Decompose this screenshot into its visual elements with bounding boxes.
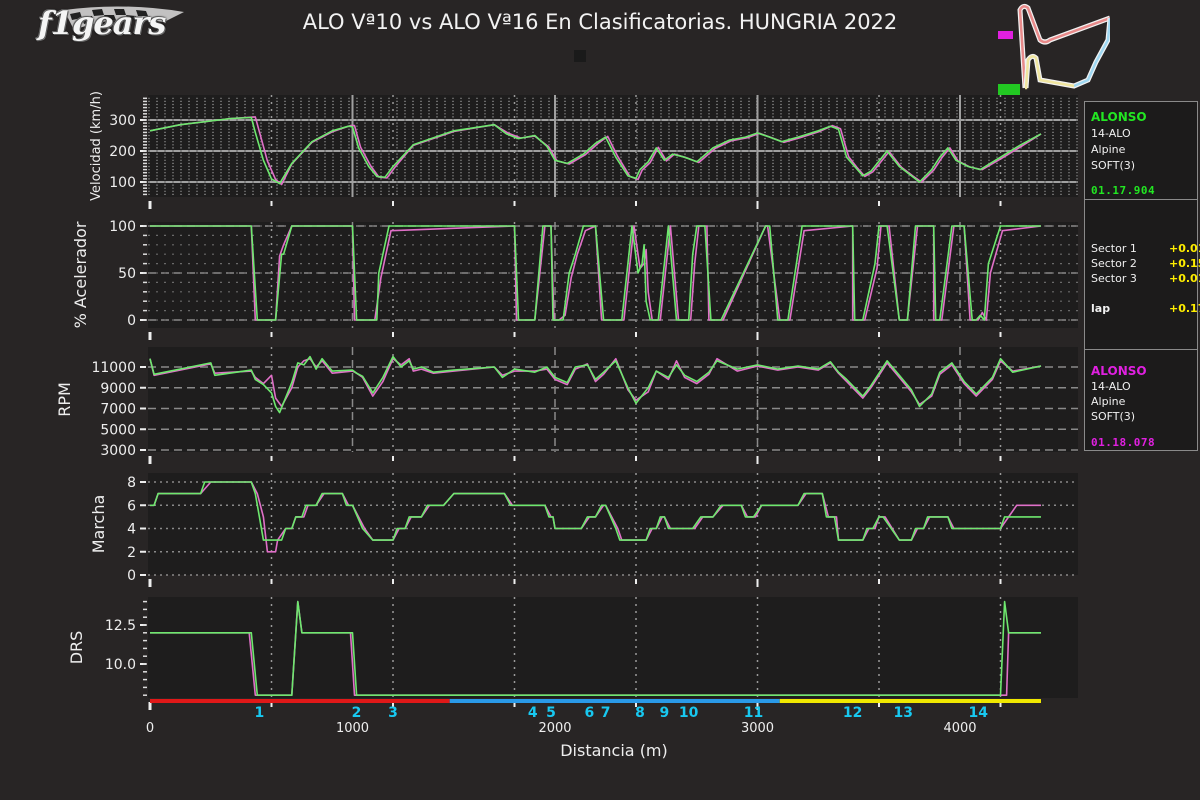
sector-1-label: Sector 1 [1091, 242, 1137, 255]
turn-label: 14 [968, 705, 988, 721]
driver-a-team: Alpine [1091, 143, 1126, 156]
y-axis-label: DRS [67, 631, 86, 665]
y-axis-label: % Acelerador [71, 221, 90, 328]
y-tick-label: 300 [109, 113, 136, 129]
y-tick-label: 10.0 [105, 657, 136, 673]
series-lap-a [150, 600, 1041, 697]
driver-b-code: 14-ALO [1091, 380, 1131, 393]
y-tick-label: 9000 [100, 381, 136, 397]
y-tick-label: 50 [118, 266, 136, 282]
driver-a-card: ALONSO 14-ALO Alpine SOFT(3) 01.17.904 [1084, 101, 1198, 201]
y-tick-label: 11000 [91, 360, 136, 376]
x-tick-label: 3000 [741, 721, 774, 736]
series-lap-a [149, 355, 1042, 414]
y-tick-label: 12.5 [105, 618, 136, 634]
legend-marker [574, 50, 586, 62]
logo-text: f1gears [38, 4, 166, 42]
turn-label: 5 [546, 705, 556, 721]
turn-label: 3 [388, 705, 398, 721]
y-tick-label: 0 [127, 568, 136, 584]
driver-b-name: ALONSO [1091, 364, 1147, 378]
y-tick-label: 4 [127, 522, 136, 538]
driver-a-laptime: 01.17.904 [1091, 184, 1156, 197]
driver-b-laptime: 01.18.078 [1091, 436, 1156, 449]
delta-card: Sector 1 +0.012 Sector 2 +0.151 Sector 3… [1084, 199, 1200, 351]
driver-a-name: ALONSO [1091, 110, 1147, 124]
x-tick-label: 0 [146, 721, 154, 736]
y-tick-label: 100 [109, 219, 136, 235]
series-lap-a [150, 481, 1041, 541]
gear-panel: 0 2 4 6 8 Marcha [89, 473, 1078, 587]
driver-a-code: 14-ALO [1091, 127, 1131, 140]
lap-delta: +0.174 [1169, 302, 1200, 315]
turn-label: 8 [635, 705, 645, 721]
y-tick-label: 0 [127, 313, 136, 329]
sector-3-delta: +0.011 [1169, 272, 1200, 285]
x-tick-label: 1000 [336, 721, 369, 736]
turn-label: 1 [254, 705, 264, 721]
turn-label: 4 [528, 705, 538, 721]
driver-a-tyre: SOFT(3) [1091, 159, 1136, 172]
rpm-panel: 3000 5000 7000 9000 11000 RPM [55, 347, 1078, 464]
y-tick-label: 8 [127, 475, 136, 491]
sector-3-label: Sector 3 [1091, 272, 1137, 285]
y-tick-label: 200 [109, 144, 136, 160]
speed-panel: 100 200 300 Velocidad (km/h) [89, 91, 1078, 209]
throttle-panel: 0 50 100 % Acelerador [71, 219, 1078, 340]
y-tick-label: 2 [127, 545, 136, 561]
turn-label: 6 [585, 705, 595, 721]
driver-b-tyre: SOFT(3) [1091, 410, 1136, 423]
x-tick-label: 4000 [943, 721, 976, 736]
turn-label: 7 [601, 705, 611, 721]
f1gears-logo: f1gears [34, 4, 194, 50]
lap-label: lap [1091, 302, 1111, 315]
chart-title: ALO Vª10 vs ALO Vª16 En Clasificatorias.… [302, 10, 898, 34]
sector-2-delta: +0.151 [1169, 257, 1200, 270]
series-lap-a [149, 116, 1042, 185]
y-tick-label: 100 [109, 175, 136, 191]
driver-b-team: Alpine [1091, 395, 1126, 408]
turn-label: 13 [894, 705, 913, 721]
y-tick-label: 5000 [100, 422, 136, 438]
turn-label: 2 [352, 705, 362, 721]
y-tick-label: 3000 [100, 443, 136, 459]
turn-label: 10 [679, 705, 699, 721]
track-map-icon [998, 3, 1110, 96]
y-axis-label: Velocidad (km/h) [89, 91, 104, 201]
x-axis-label: Distancia (m) [560, 741, 668, 760]
y-tick-label: 6 [127, 498, 136, 514]
turn-label: 9 [659, 705, 669, 721]
series-lap-a [150, 225, 1041, 321]
x-tick-label: 2000 [538, 721, 571, 736]
turn-label: 12 [843, 705, 862, 721]
turn-label: 11 [744, 705, 763, 721]
checkered-flag-icon [64, 6, 184, 30]
y-axis-label: RPM [55, 382, 74, 417]
driver-b-card: ALONSO 14-ALO Alpine SOFT(3) 01.18.078 [1084, 349, 1198, 451]
y-tick-label: 7000 [100, 402, 136, 418]
y-axis-label: Marcha [89, 495, 108, 554]
sector-2-label: Sector 2 [1091, 257, 1137, 270]
sector-1-delta: +0.012 [1169, 242, 1200, 255]
series-lap-b [149, 357, 1042, 408]
